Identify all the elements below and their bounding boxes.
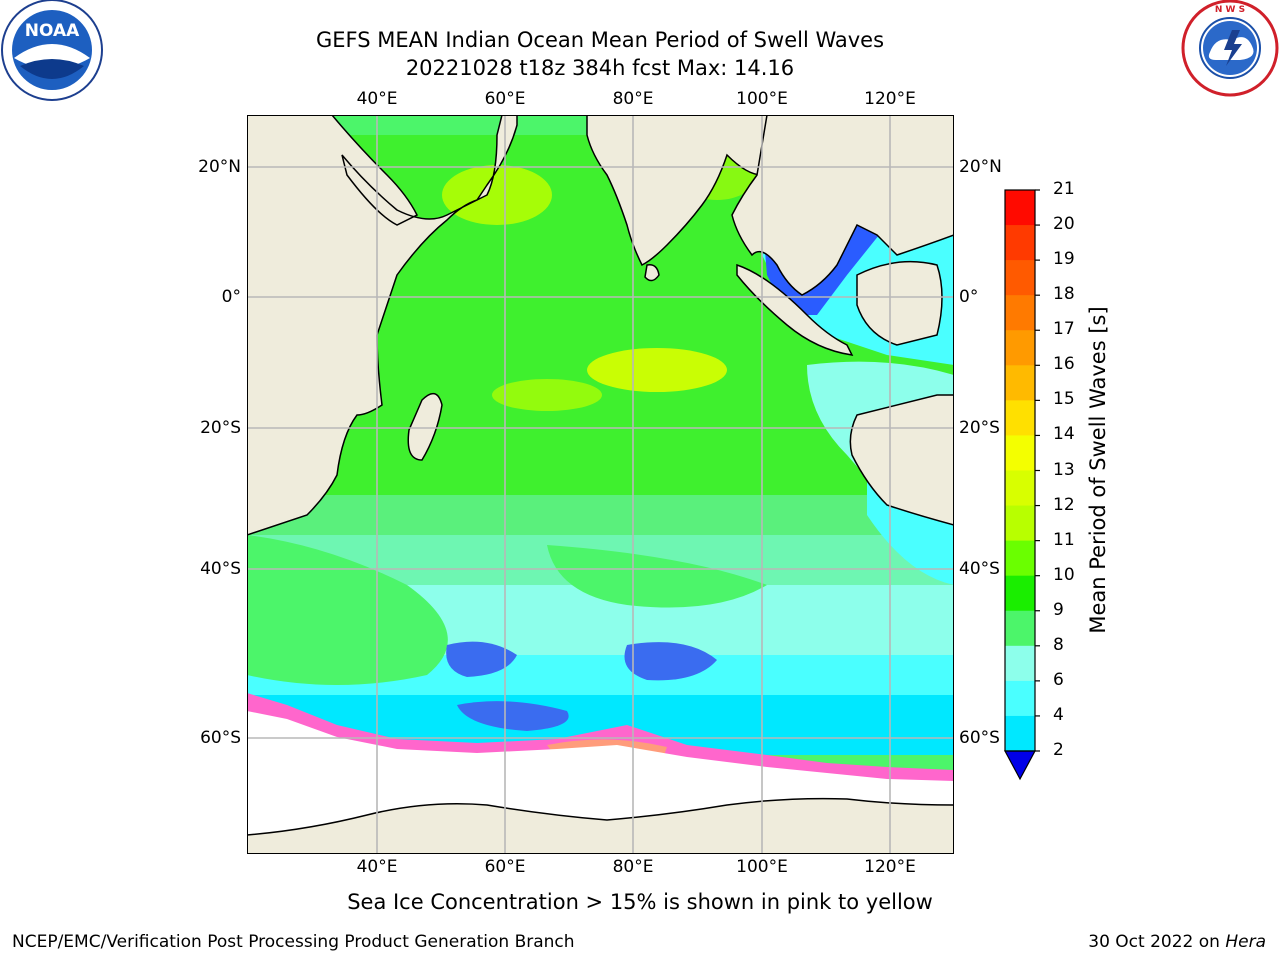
- colorbar-tick-label: 8: [1053, 634, 1064, 655]
- lon-tick-top-100: 100°E: [736, 89, 788, 109]
- footer-date: 30 Oct 2022 on Hera: [1088, 932, 1266, 952]
- lat-tick-right-60s: 60°S: [959, 728, 1000, 748]
- footer-credit: NCEP/EMC/Verification Post Processing Pr…: [12, 932, 575, 952]
- lat-tick-left-0: 0°: [221, 287, 241, 307]
- nws-logo: N W S: [1181, 0, 1279, 97]
- lon-tick-bottom-60: 60°E: [484, 857, 526, 877]
- swell-patch-south-central: [547, 545, 767, 608]
- lat-tick-left-20n: 20°N: [198, 157, 241, 177]
- colorbar-tick-label: 19: [1053, 249, 1075, 270]
- colorbar-tick-label: 14: [1053, 424, 1075, 445]
- colorbar-segment: [1005, 260, 1035, 296]
- noaa-logo: NOAA: [1, 0, 103, 101]
- swell-patch-central: [587, 348, 727, 392]
- swell-patch-sw: [247, 535, 448, 685]
- colorbar-segment: [1005, 680, 1035, 717]
- lon-tick-top-40: 40°E: [356, 89, 398, 109]
- colorbar-extend-arrow: [1003, 750, 1037, 781]
- colorbar-segment: [1005, 190, 1035, 226]
- land-africa-arabia: [247, 115, 518, 536]
- colorbar-segment: [1005, 575, 1035, 612]
- sea-ice-caption: Sea Ice Concentration > 15% is shown in …: [347, 890, 933, 914]
- footer-date-text: 30 Oct 2022 on: [1088, 932, 1226, 952]
- lon-tick-top-120: 120°E: [864, 89, 916, 109]
- colorbar-segment: [1005, 330, 1035, 366]
- colorbar-tick-label: 12: [1053, 494, 1075, 515]
- colorbar-tick-label: 11: [1053, 529, 1075, 550]
- lon-tick-top-80: 80°E: [612, 89, 654, 109]
- land-sumatra: [736, 263, 854, 356]
- lon-tick-bottom-100: 100°E: [736, 857, 788, 877]
- land-antarctica: [247, 797, 954, 854]
- lat-tick-right-0: 0°: [959, 287, 979, 307]
- lat-tick-right-20s: 20°S: [959, 418, 1000, 438]
- colorbar-segment: [1005, 645, 1035, 682]
- land-seasia: [731, 115, 954, 296]
- svg-text:N W S: N W S: [1215, 5, 1245, 15]
- colorbar-tick-label: 15: [1053, 389, 1075, 410]
- swell-patch-blue2: [624, 642, 717, 681]
- lat-tick-left-20s: 20°S: [200, 418, 241, 438]
- colorbar-segment: [1005, 610, 1035, 647]
- colorbar-tick-label: 21: [1053, 179, 1075, 199]
- colorbar-tick-label: 9: [1053, 599, 1064, 620]
- lat-tick-right-20n: 20°N: [959, 157, 1002, 177]
- lat-tick-right-40s: 40°S: [959, 559, 1000, 579]
- colorbar-segment: [1005, 505, 1035, 542]
- swell-patch-blue1: [446, 641, 517, 677]
- colorbar-tick-label: 16: [1053, 354, 1075, 375]
- colorbar-segment: [1005, 295, 1035, 331]
- colorbar-segment: [1005, 435, 1035, 471]
- lon-tick-bottom-80: 80°E: [612, 857, 654, 877]
- colorbar-tick-label: 10: [1053, 564, 1075, 585]
- colorbar-tick-label: 13: [1053, 459, 1075, 480]
- swell-patch-central2: [492, 379, 602, 411]
- noaa-logo-text: NOAA: [25, 21, 80, 41]
- chart-title: GEFS MEAN Indian Ocean Mean Period of Sw…: [315, 28, 885, 52]
- chart-subtitle: 20221028 t18z 384h fcst Max: 14.16: [405, 56, 795, 80]
- colorbar-segment: [1005, 400, 1035, 436]
- colorbar-segment: [1005, 365, 1035, 401]
- colorbar-tick-label: 20: [1053, 214, 1075, 235]
- colorbar-tick-label: 4: [1053, 704, 1064, 725]
- footer-host: Hera: [1225, 932, 1266, 952]
- lat-tick-left-60s: 60°S: [200, 728, 241, 748]
- swell-patch-arabian: [442, 165, 552, 225]
- colorbar-tick-label: 6: [1053, 669, 1064, 690]
- map-panel: [247, 115, 954, 854]
- colorbar: [1003, 189, 1040, 781]
- colorbar-segment: [1005, 470, 1035, 507]
- colorbar-segment: [1005, 225, 1035, 261]
- swell-patch-blue3: [457, 701, 569, 731]
- colorbar-tick-label: 18: [1053, 284, 1075, 305]
- lon-tick-top-60: 60°E: [484, 89, 526, 109]
- colorbar-tick-label: 2: [1053, 740, 1064, 760]
- colorbar-segment: [1005, 715, 1035, 752]
- land-srilanka: [644, 263, 660, 282]
- land-madagascar: [407, 392, 443, 461]
- lon-tick-bottom-40: 40°E: [356, 857, 398, 877]
- land-india: [586, 115, 768, 267]
- lat-tick-left-40s: 40°S: [200, 559, 241, 579]
- colorbar-label: Mean Period of Swell Waves [s]: [1086, 306, 1110, 634]
- colorbar-tick-label: 17: [1053, 319, 1075, 340]
- lon-tick-bottom-120: 120°E: [864, 857, 916, 877]
- colorbar-segment: [1005, 540, 1035, 577]
